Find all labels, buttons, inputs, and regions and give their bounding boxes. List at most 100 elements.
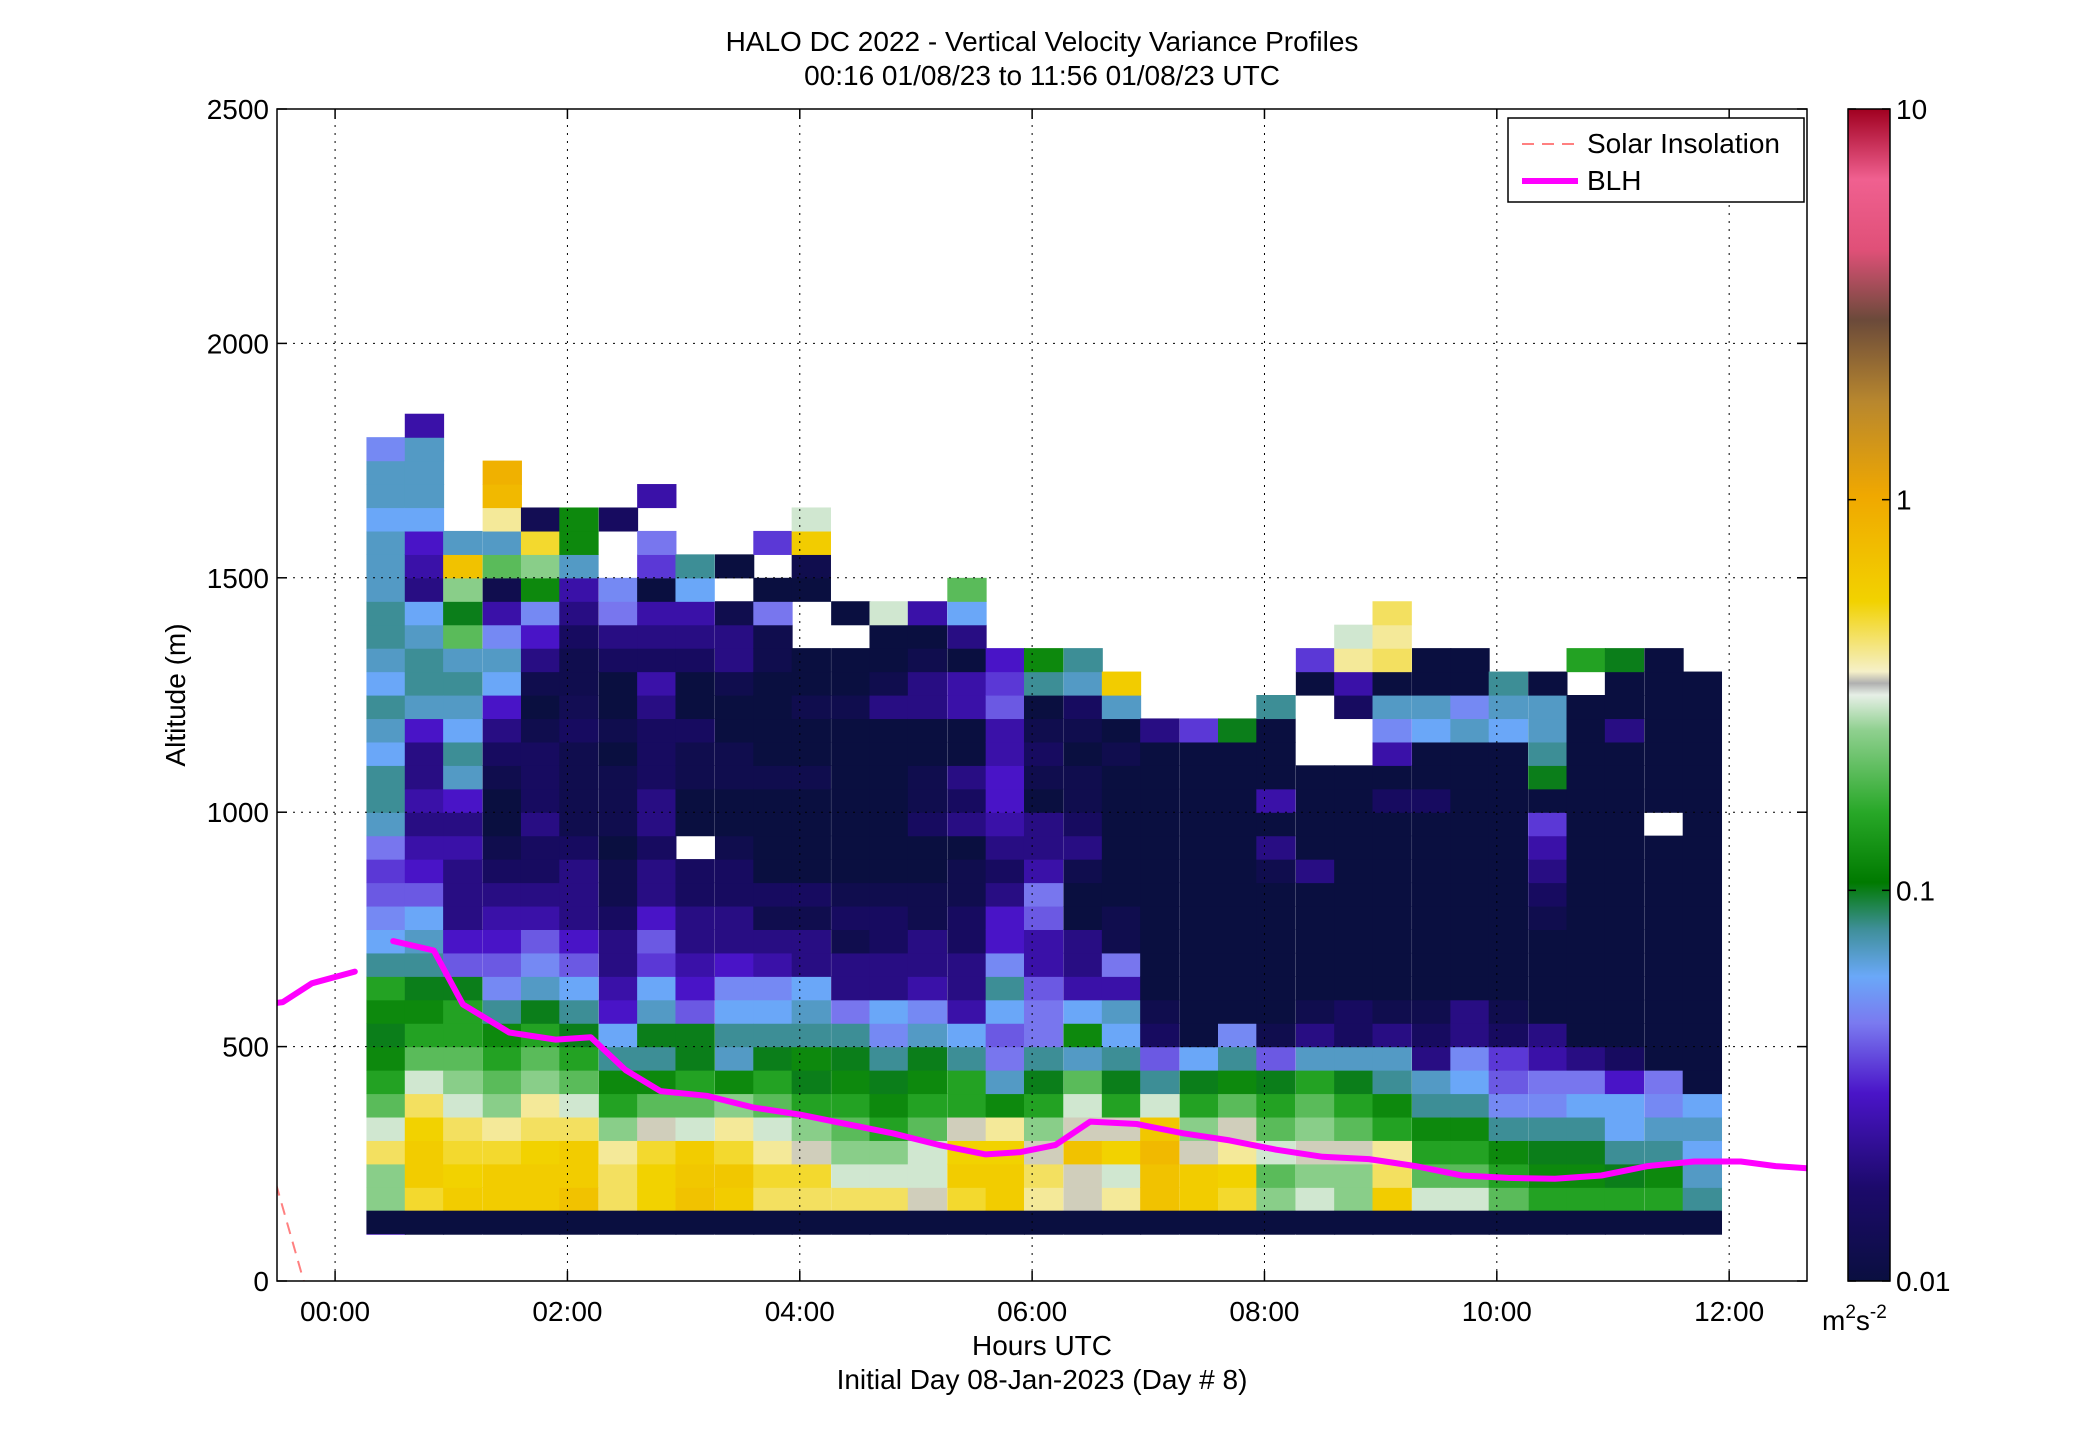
heatmap-cell-7-22 (637, 695, 677, 720)
heatmap-cell-34-8 (1682, 1023, 1723, 1048)
heatmap-cell-15-12 (947, 929, 987, 954)
heatmap-cell-18-20 (1063, 741, 1103, 766)
heatmap-cell-13-21 (869, 718, 909, 743)
heatmap-cell-17-19 (1023, 765, 1064, 790)
heatmap-cell-4-26 (520, 601, 561, 626)
heatmap-cell-17-8 (1023, 1023, 1064, 1048)
heatmap-cell-20-19 (1140, 765, 1180, 790)
heatmap-cell-33-8 (1644, 1023, 1684, 1048)
heatmap-cell-26-7 (1372, 1046, 1412, 1071)
heatmap-cell-26-24 (1372, 648, 1412, 673)
heatmap-cell-25-9 (1334, 999, 1374, 1024)
heatmap-cell-25-25 (1334, 624, 1374, 649)
heatmap-cell-6-27 (598, 577, 639, 602)
heatmap-cell-13-20 (869, 741, 909, 766)
heatmap-cell-22-19 (1218, 765, 1258, 790)
heatmap-cell-10-19 (753, 765, 793, 790)
heatmap-cell-16-15 (985, 859, 1025, 884)
heatmap-cell-32-15 (1604, 859, 1645, 884)
heatmap-cell-0-8 (366, 1023, 406, 1048)
heatmap-cell-30-16 (1528, 835, 1568, 860)
heatmap-cell-10-17 (753, 812, 793, 837)
heatmap-cell-3-32 (482, 460, 522, 485)
heatmap-cell-10-18 (753, 788, 793, 813)
heatmap-cell-5-24 (559, 648, 599, 673)
heatmap-cell-32-18 (1604, 788, 1645, 813)
heatmap-cell-33-11 (1644, 952, 1684, 977)
heatmap-cell-14-16 (907, 835, 948, 860)
heatmap-cell-6-19 (598, 765, 639, 790)
heatmap-cell-29-6 (1488, 1070, 1529, 1095)
heatmap-cell-29-1 (1488, 1187, 1529, 1212)
heatmap-cell-32-14 (1604, 882, 1645, 907)
heatmap-cell-33-24 (1644, 648, 1684, 673)
heatmap-cell-25-5 (1334, 1093, 1374, 1118)
heatmap-cell-32-16 (1604, 835, 1645, 860)
heatmap-cell-21-1 (1179, 1187, 1219, 1212)
heatmap-cell-15-13 (947, 905, 987, 930)
heatmap-cell-2-27 (443, 577, 483, 602)
heatmap-cell-4-15 (520, 859, 561, 884)
heatmap-cell-31-19 (1566, 765, 1606, 790)
heatmap-cell-22-8 (1218, 1023, 1258, 1048)
heatmap-cell-2-26 (443, 601, 483, 626)
legend-box (1507, 117, 1805, 203)
heatmap-cell-17-14 (1023, 882, 1064, 907)
heatmap-cell-34-11 (1682, 952, 1723, 977)
heatmap-cell-1-32 (404, 460, 445, 485)
heatmap-cell-26-20 (1372, 741, 1412, 766)
chart-subtitle: 00:16 01/08/23 to 11:56 01/08/23 UTC (804, 60, 1280, 91)
heatmap-cell-14-15 (907, 859, 948, 884)
heatmap-cell-10-7 (753, 1046, 793, 1071)
heatmap-cell-25-2 (1334, 1163, 1374, 1188)
colorbar-tick-label-1: 0.1 (1896, 875, 1935, 906)
heatmap-cell-15-25 (947, 624, 987, 649)
heatmap-cell-14-8 (907, 1023, 948, 1048)
heatmap-cell-29-7 (1488, 1046, 1529, 1071)
heatmap-cell-7-14 (637, 882, 677, 907)
heatmap-cell-8-4 (675, 1116, 715, 1141)
heatmap-cell-33-18 (1644, 788, 1684, 813)
heatmap-cell-7-15 (637, 859, 677, 884)
heatmap-cell-11-18 (791, 788, 831, 813)
heatmap-cell-19-21 (1101, 718, 1142, 743)
heatmap-cell-0-3 (366, 1140, 406, 1165)
heatmap-cell-27-10 (1412, 976, 1452, 1001)
heatmap-cell-1-1 (404, 1187, 445, 1212)
heatmap-cell-34-19 (1682, 765, 1723, 790)
heatmap-cell-30-13 (1528, 905, 1568, 930)
heatmap-cell-9-23 (714, 671, 755, 696)
heatmap-cell-15-6 (947, 1070, 987, 1095)
heatmap-cell-4-9 (520, 999, 561, 1024)
heatmap-cell-12-10 (831, 976, 871, 1001)
heatmap-cell-0-32 (366, 460, 406, 485)
heatmap-cell-19-2 (1101, 1163, 1142, 1188)
heatmap-cell-2-29 (443, 530, 483, 555)
heatmap-cell-5-23 (559, 671, 599, 696)
heatmap-cell-4-12 (520, 929, 561, 954)
heatmap-cell-29-15 (1488, 859, 1529, 884)
heatmap-cell-22-21 (1218, 718, 1258, 743)
heatmap-cell-1-23 (404, 671, 445, 696)
heatmap-cell-26-17 (1372, 812, 1412, 837)
heatmap-cell-34-15 (1682, 859, 1723, 884)
heatmap-cell-4-7 (520, 1046, 561, 1071)
heatmap-cell-14-22 (907, 695, 948, 720)
heatmap-cell-5-16 (559, 835, 599, 860)
heatmap-cell-10-6 (753, 1070, 793, 1095)
heatmap-cell-1-9 (404, 999, 445, 1024)
heatmap-cell-31-3 (1566, 1140, 1606, 1165)
heatmap-cell-18-10 (1063, 976, 1103, 1001)
y-axis-label: Altitude (m) (160, 623, 191, 766)
heatmap-cell-11-22 (791, 695, 831, 720)
heatmap-cell-24-23 (1295, 671, 1336, 696)
heatmap-cell-27-21 (1412, 718, 1452, 743)
heatmap-cell-28-6 (1450, 1070, 1490, 1095)
heatmap-cell-34-23 (1682, 671, 1723, 696)
heatmap-cell-10-9 (753, 999, 793, 1024)
heatmap-cell-2-17 (443, 812, 483, 837)
heatmap-cell-23-8 (1256, 1023, 1296, 1048)
heatmap-cell-18-9 (1063, 999, 1103, 1024)
heatmap-cell-9-21 (714, 718, 755, 743)
heatmap-cell-13-8 (869, 1023, 909, 1048)
